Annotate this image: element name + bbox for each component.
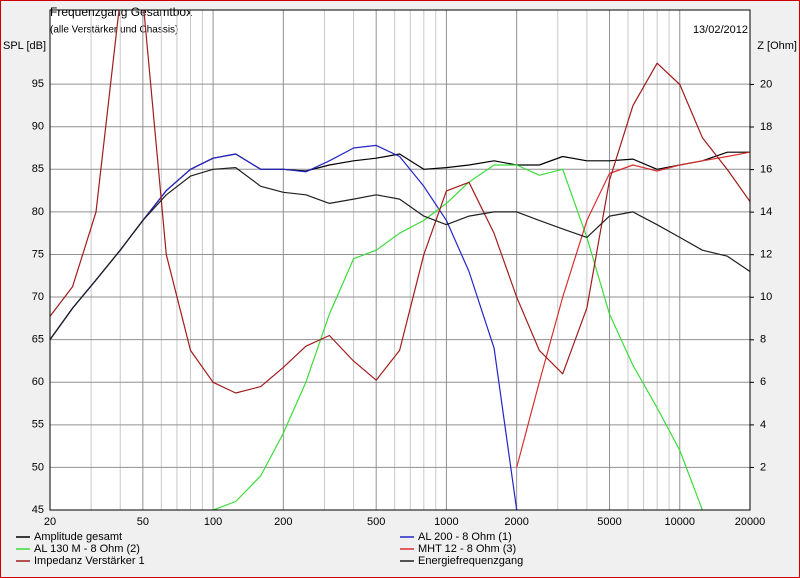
y2-tick-label: 14 [760,206,772,218]
y-tick-label: 60 [32,376,44,388]
x-tick-label: 2000 [504,516,528,528]
series-line [50,167,750,340]
legend-label: MHT 12 - 8 Ohm (3) [418,543,516,555]
x-tick-label: 100 [204,516,222,528]
x-tick-label: 10000 [664,516,695,528]
y2-tick-label: 18 [760,121,772,133]
y-tick-label: 95 [32,78,44,90]
y-tick-label: 70 [32,291,44,303]
y-tick-label: 80 [32,206,44,218]
y2-tick-label: 6 [760,376,766,388]
y2-tick-label: 20 [760,78,772,90]
y-tick-label: 50 [32,461,44,473]
x-tick-label: 5000 [597,516,621,528]
y2-tick-label: 4 [760,419,766,431]
plot-lines [50,10,750,510]
x-tick-label: 500 [367,516,385,528]
series-line [50,10,750,394]
legend-label: Energiefrequenzgang [418,555,523,567]
y-tick-label: 65 [32,334,44,346]
y-tick-label: 90 [32,121,44,133]
y-tick-label: 75 [32,248,44,260]
y2-tick-label: 10 [760,291,772,303]
x-tick-label: 50 [137,516,149,528]
legend: Amplitude gesamt AL 200 - 8 Ohm (1) AL 130… [16,531,523,567]
y2-tick-label: 2 [760,461,766,473]
y-tick-label: 45 [32,504,44,516]
chart-title: Frequenzgang Gesamtbox [50,5,192,19]
legend-label: Amplitude gesamt [34,531,122,543]
y2-tick-label: 8 [760,334,766,346]
y-axis-label: SPL [dB] [3,40,46,52]
plot-border [49,9,751,511]
y2-tick-label: 12 [760,249,772,261]
y2-tick-label: 16 [760,163,772,175]
x-tick-label: 20000 [735,516,766,528]
date: 13/02/2012 [693,24,748,36]
legend-label: AL 130 M - 8 Ohm (2) [34,543,140,555]
legend-label: AL 200 - 8 Ohm (1) [418,531,512,543]
plot-area [50,10,750,510]
series-line [212,164,703,510]
y-tick-label: 85 [32,163,44,175]
x-tick-label: 1000 [434,516,458,528]
x-tick-label: 20 [44,516,56,528]
x-tick-label: 200 [274,516,292,528]
y2-axis-label: Z [Ohm] [757,40,797,52]
chart-subtitle: (alle Verstärker und Chassis) [50,25,178,36]
legend-label: Impedanz Verstärker 1 [34,555,145,567]
series-line [516,151,750,468]
y-tick-label: 55 [32,419,44,431]
